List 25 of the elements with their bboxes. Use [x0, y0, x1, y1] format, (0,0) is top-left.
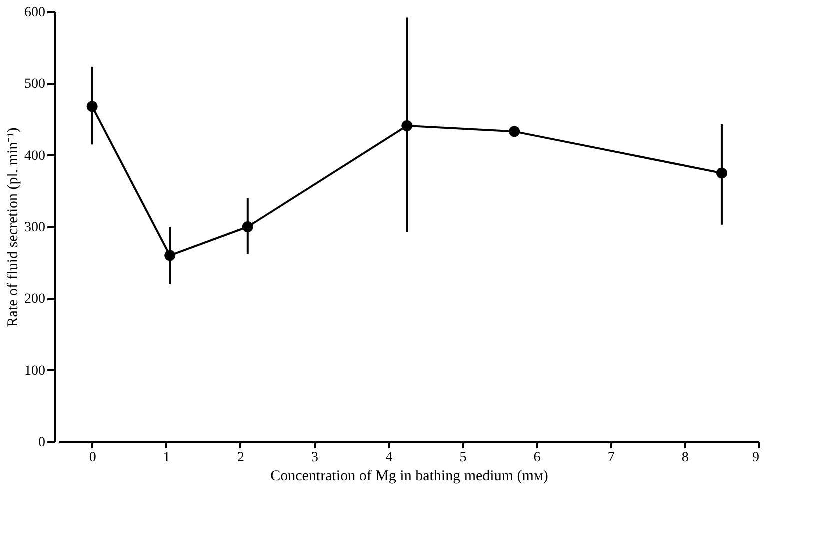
- y-tick-label: 300: [24, 220, 46, 236]
- x-tick-label: 3: [312, 450, 319, 466]
- point: [402, 120, 413, 132]
- x-tick-label: 1: [163, 450, 170, 466]
- x-tick-label: 4: [386, 450, 393, 466]
- x-tick-label: 9: [752, 450, 760, 466]
- y-tick-label: 600: [24, 6, 46, 20]
- point: [716, 168, 728, 179]
- point: [164, 250, 176, 262]
- y-tick-label: 200: [24, 292, 46, 308]
- x-tick-label: 2: [237, 450, 244, 466]
- point: [86, 101, 98, 112]
- x-tick-label: 0: [89, 450, 96, 466]
- x-tick-label: 6: [534, 450, 541, 466]
- y-tick-label: 500: [24, 77, 46, 92]
- point: [509, 126, 520, 138]
- x-tick-label: 7: [608, 450, 615, 466]
- y-axis-title: Rate of fluid secretion (pl. min⁻¹): [6, 128, 22, 328]
- x-axis-title: Concentration of Mg in bathing medium (mᴍ): [270, 468, 548, 484]
- y-tick-label: 0: [38, 436, 46, 450]
- y-tick-label: 400: [24, 148, 46, 164]
- x-tick-label: 5: [460, 450, 467, 466]
- y-tick-label: 100: [24, 364, 46, 379]
- x-tick-label: 8: [682, 450, 689, 466]
- point: [242, 222, 254, 232]
